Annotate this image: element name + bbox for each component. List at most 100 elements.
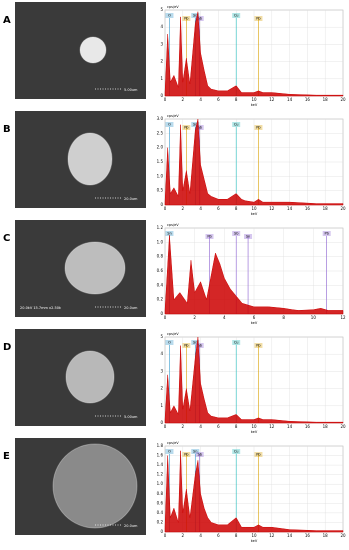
annotation-label: Pb (256, 344, 261, 348)
panel: C 20.0um 20.0kV 15.7mm x2.50k 0 0.2 0.4 0.6 0.8… (3, 220, 346, 325)
spectrum (164, 11, 344, 97)
annotation-label: Sb (234, 232, 239, 236)
x-tick-label: 12 (269, 206, 275, 211)
y-tick-label: 3 (160, 368, 163, 373)
x-tick-label: 16 (305, 533, 311, 538)
annotation-label: Sb (197, 17, 202, 21)
y-tick-label: 0.4 (157, 282, 164, 287)
y-tick-label: 0.6 (157, 500, 164, 505)
x-tick-label: 8 (235, 424, 238, 429)
y-tick-label: 0.6 (157, 268, 164, 273)
x-tick-label: 14 (287, 97, 293, 102)
annotation-label: Cu (234, 123, 239, 127)
annotation-label: Sb (197, 344, 202, 348)
y-tick-label: 1 (160, 76, 163, 81)
x-tick-label: 16 (305, 97, 311, 102)
x-tick-label: 12 (340, 315, 346, 320)
particle (52, 443, 138, 529)
scale-bar-label: 20.0um (124, 197, 138, 201)
annotation-box (182, 452, 191, 457)
x-tick-label: 14 (287, 206, 293, 211)
x-tick-label: 16 (305, 206, 311, 211)
x-tick-label: 8 (282, 315, 285, 320)
annotation-box (254, 343, 263, 348)
x-tick-label: 18 (323, 424, 329, 429)
annotation-label: Pb (256, 453, 261, 457)
x-tick-label: 12 (269, 533, 275, 538)
annotation-box (165, 449, 174, 454)
y-tick-label: 0 (160, 420, 163, 425)
x-tick-label: 18 (323, 206, 329, 211)
annotation-label: Sb (197, 453, 202, 457)
x-tick-label: 2 (182, 206, 185, 211)
x-tick-label: 4 (199, 206, 202, 211)
annotation-box (191, 13, 200, 18)
y-axis-label: cps/eV (167, 441, 179, 445)
annotation-label: Cu (234, 341, 239, 345)
x-tick-label: 2 (182, 97, 185, 102)
x-tick-label: 10 (251, 97, 257, 102)
panel: B 20.0um 0 0.5 1.0 1.5 2.0 2.5 3.0 0 2 4 6 8 10 12 14 16 1… (3, 111, 346, 216)
annotation-label: Sn (193, 450, 197, 454)
x-tick-label: 12 (269, 97, 275, 102)
y-tick-label: 1.4 (157, 462, 164, 467)
y-tick-label: 1.0 (157, 239, 164, 244)
panel-label: E (3, 451, 10, 462)
annotation-box (254, 16, 263, 21)
annotation-box (165, 122, 174, 127)
panel-label: D (3, 342, 11, 353)
annotation-box (205, 234, 214, 239)
y-tick-label: 3 (160, 41, 163, 46)
annotation-box (232, 449, 241, 454)
x-tick-label: 6 (253, 315, 256, 320)
x-tick-label: 18 (323, 97, 329, 102)
y-tick-label: 3.0 (157, 116, 164, 121)
annotation-label: Pb (325, 232, 330, 236)
y-tick-label: 4 (160, 351, 163, 356)
annotation-label: Sn (246, 235, 250, 239)
annotation-label: Cu (234, 450, 239, 454)
scale-bar-label: 5.00um (124, 415, 138, 419)
x-tick-label: 6 (217, 424, 220, 429)
y-tick-label: 0.5 (157, 188, 164, 193)
x-tick-label: 0 (164, 206, 167, 211)
spectrum (164, 118, 344, 206)
y-tick-label: 1.0 (157, 481, 164, 486)
x-tick-label: 2 (182, 533, 185, 538)
x-tick-label: 20 (340, 533, 346, 538)
y-tick-label: 1.8 (157, 443, 164, 448)
x-tick-label: 2 (182, 424, 185, 429)
y-tick-label: 2 (160, 386, 163, 391)
annotation-box (232, 231, 241, 236)
x-tick-label: 20 (340, 424, 346, 429)
panel-label: C (3, 233, 10, 244)
particle (67, 132, 113, 186)
scale-bar-label: 20.0um (124, 306, 138, 310)
annotation-box (165, 340, 174, 345)
annotation-box (232, 122, 241, 127)
x-tick-label: 8 (235, 97, 238, 102)
y-axis-label: cps/eV (167, 332, 179, 336)
annotation-label: Sn (193, 341, 197, 345)
y-tick-label: 0 (160, 93, 163, 98)
annotation-label: O (168, 450, 171, 454)
x-axis-label: keV (251, 430, 258, 434)
annotation-label: Sn (193, 123, 197, 127)
annotation-box (191, 122, 200, 127)
y-tick-label: 0.2 (157, 297, 164, 302)
x-tick-label: 6 (217, 206, 220, 211)
x-tick-label: 14 (287, 424, 293, 429)
annotation-label: O (168, 123, 171, 127)
x-axis-label: keV (251, 103, 258, 107)
annotation-label: Pb (207, 235, 212, 239)
annotation-box (182, 16, 191, 21)
annotation-box (254, 125, 263, 130)
annotation-label: Pb (256, 126, 261, 130)
x-tick-label: 8 (235, 533, 238, 538)
annotation-label: Pb (184, 126, 189, 130)
y-tick-label: 1.6 (157, 453, 164, 458)
spectrum (164, 450, 344, 533)
y-tick-label: 5 (160, 334, 163, 339)
x-axis-label: keV (251, 212, 258, 216)
